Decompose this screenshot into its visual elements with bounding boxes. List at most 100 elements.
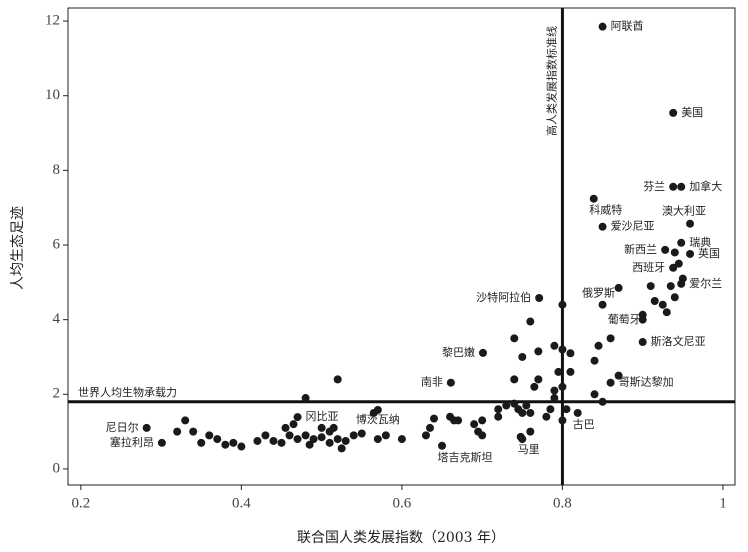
y-tick-label: 4 — [53, 311, 61, 327]
point — [558, 300, 567, 309]
point-label: 俄罗斯 — [582, 287, 615, 300]
point — [678, 274, 687, 283]
point — [686, 249, 695, 258]
point — [554, 367, 563, 376]
point — [253, 436, 262, 445]
point — [277, 438, 286, 447]
point — [229, 438, 238, 447]
y-tick-label: 10 — [45, 87, 60, 103]
point — [397, 435, 406, 444]
point-label: 塞拉利昂 — [110, 435, 154, 449]
point — [305, 440, 314, 449]
point — [590, 390, 599, 399]
point — [421, 431, 430, 440]
point — [454, 416, 463, 425]
point — [669, 108, 678, 117]
point — [674, 259, 683, 268]
point-label: 斯洛文尼亚 — [651, 334, 706, 348]
point — [573, 408, 582, 417]
point — [438, 441, 447, 450]
point — [550, 394, 559, 403]
point — [478, 431, 487, 440]
point — [646, 282, 655, 291]
point — [550, 341, 559, 350]
point — [598, 22, 607, 31]
point — [261, 431, 270, 440]
point — [614, 371, 623, 380]
point — [550, 386, 559, 395]
point — [293, 413, 302, 422]
point — [281, 423, 290, 432]
point — [333, 375, 342, 384]
point — [530, 382, 539, 391]
point — [329, 423, 338, 432]
point — [510, 375, 519, 384]
point — [269, 436, 278, 445]
point-label: 芬兰 — [643, 180, 665, 193]
point — [173, 427, 182, 436]
point — [518, 408, 527, 417]
point — [189, 427, 198, 436]
point — [518, 435, 527, 444]
point — [534, 375, 543, 384]
point — [317, 423, 326, 432]
point — [669, 263, 678, 272]
point-label: 爱尔兰 — [689, 277, 722, 290]
point — [373, 435, 382, 444]
point — [526, 408, 535, 417]
point-label: 塔吉克斯坦 — [438, 450, 493, 464]
point-label: 马里 — [518, 443, 540, 456]
x-axis-label: 联合国人类发展指数（2003 年） — [297, 530, 505, 546]
point — [562, 405, 571, 414]
point — [205, 431, 214, 440]
reference-label: 高人类发展指数标准线 — [544, 26, 558, 136]
point — [309, 435, 318, 444]
point — [478, 416, 487, 425]
point-label: 尼日尔 — [106, 421, 139, 434]
point — [369, 408, 378, 417]
point — [542, 412, 551, 421]
point-label: 冈比亚 — [306, 410, 339, 423]
point — [301, 431, 310, 440]
point — [606, 378, 615, 387]
x-tick-label: 0.2 — [71, 495, 90, 511]
point-label: 瑞典 — [689, 235, 711, 249]
point — [157, 438, 166, 447]
point — [558, 382, 567, 391]
point — [590, 356, 599, 365]
point — [546, 405, 555, 414]
point — [661, 245, 670, 254]
point — [650, 296, 659, 305]
point — [494, 412, 503, 421]
y-tick-label: 2 — [53, 386, 61, 402]
point — [606, 334, 615, 343]
point — [478, 348, 487, 357]
point — [677, 182, 686, 191]
point — [285, 431, 294, 440]
x-tick-label: 1 — [719, 495, 727, 511]
point — [522, 401, 531, 410]
point — [510, 399, 519, 408]
point — [558, 345, 567, 354]
point-label: 英国 — [698, 246, 720, 260]
point — [510, 334, 519, 343]
y-tick-label: 6 — [53, 236, 61, 252]
point — [325, 438, 334, 447]
x-tick-label: 0.4 — [232, 495, 251, 511]
point — [598, 397, 607, 406]
point — [526, 317, 535, 326]
point — [534, 347, 543, 356]
point — [669, 182, 678, 191]
point-label: 澳大利亚 — [662, 204, 706, 218]
point — [589, 194, 598, 203]
point — [566, 349, 575, 358]
point — [638, 338, 647, 347]
point — [535, 294, 544, 303]
point-label: 西班牙 — [632, 261, 665, 274]
point-label: 哥斯达黎加 — [619, 375, 674, 389]
point — [213, 435, 222, 444]
reference-label: 世界人均生物承载力 — [78, 385, 177, 399]
point — [614, 283, 623, 292]
point-label: 爱沙尼亚 — [611, 220, 655, 233]
point-label: 美国 — [681, 106, 703, 119]
